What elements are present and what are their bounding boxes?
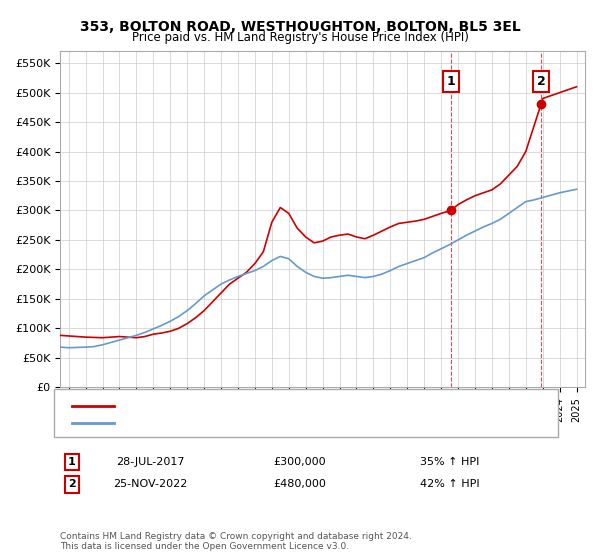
Text: 42% ↑ HPI: 42% ↑ HPI [420,479,480,489]
Text: 2: 2 [68,479,76,489]
Text: Price paid vs. HM Land Registry's House Price Index (HPI): Price paid vs. HM Land Registry's House … [131,31,469,44]
Text: 353, BOLTON ROAD, WESTHOUGHTON, BOLTON, BL5 3EL: 353, BOLTON ROAD, WESTHOUGHTON, BOLTON, … [80,20,520,34]
Text: 2: 2 [536,75,545,88]
Text: HPI: Average price, detached house, Bolton: HPI: Average price, detached house, Bolt… [123,418,349,428]
Text: 35% ↑ HPI: 35% ↑ HPI [421,457,479,467]
Text: 1: 1 [446,75,455,88]
Text: Contains HM Land Registry data © Crown copyright and database right 2024.
This d: Contains HM Land Registry data © Crown c… [60,532,412,552]
Text: 1: 1 [68,457,76,467]
Text: 28-JUL-2017: 28-JUL-2017 [116,457,184,467]
Text: £300,000: £300,000 [274,457,326,467]
Text: 25-NOV-2022: 25-NOV-2022 [113,479,187,489]
Text: £480,000: £480,000 [274,479,326,489]
Text: 353, BOLTON ROAD, WESTHOUGHTON, BOLTON, BL5 3EL (detached house): 353, BOLTON ROAD, WESTHOUGHTON, BOLTON, … [123,401,515,411]
